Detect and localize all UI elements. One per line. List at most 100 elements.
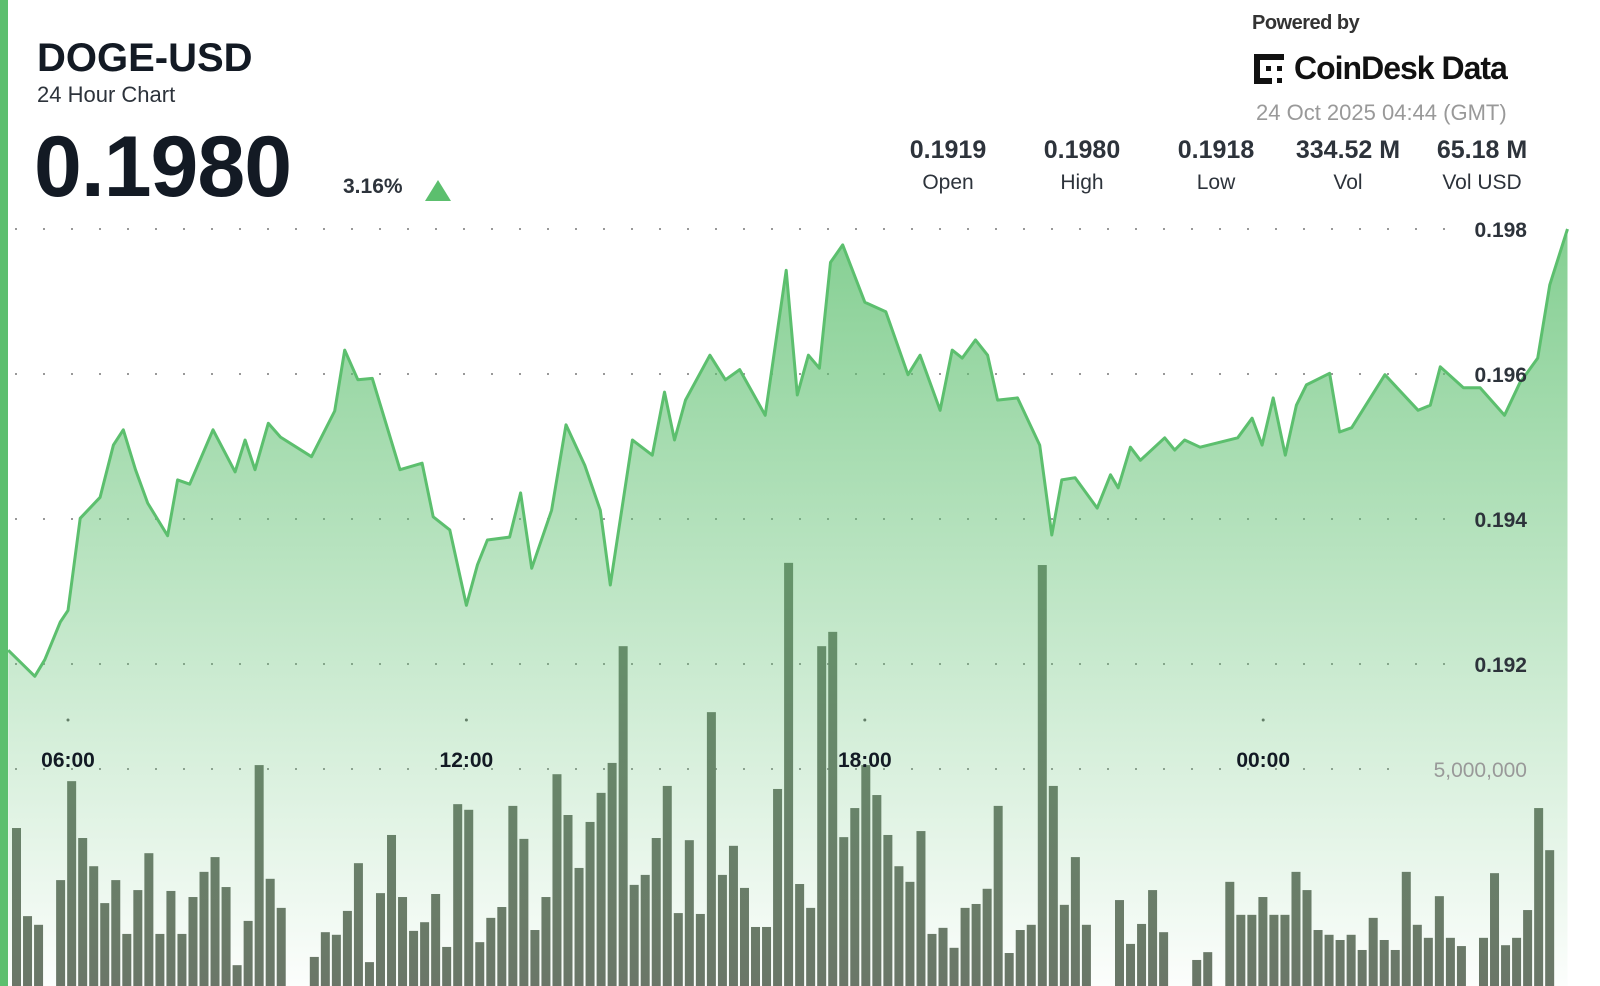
- volume-bar: [519, 838, 529, 986]
- time-tick-mark: [66, 718, 70, 722]
- coindesk-logo: CoinDesk Data: [1252, 50, 1508, 87]
- stat-label: Low: [1196, 171, 1236, 194]
- stat-low: 0.1918 Low: [1156, 136, 1276, 195]
- time-tick-label: 12:00: [440, 749, 494, 772]
- volume-bar: [497, 907, 507, 986]
- price-tick-label: 0.194: [1474, 509, 1527, 532]
- volume-bar: [1203, 952, 1213, 986]
- volume-bar: [828, 631, 838, 986]
- volume-bar: [850, 808, 860, 986]
- volume-bar: [927, 933, 937, 986]
- volume-bar: [1236, 914, 1246, 986]
- stat-value: 0.1980: [1043, 136, 1121, 164]
- volume-bar: [960, 907, 970, 986]
- volume-bar: [199, 871, 209, 986]
- current-price: 0.1980: [34, 119, 292, 215]
- volume-bar: [773, 788, 783, 986]
- time-tick-mark: [1261, 718, 1265, 722]
- ticker-title: DOGE-USD: [37, 36, 253, 80]
- volume-bar: [364, 962, 374, 986]
- volume-bar: [210, 857, 220, 986]
- volume-bar: [894, 866, 904, 986]
- stat-value: 334.52 M: [1295, 136, 1401, 164]
- volume-bar: [629, 884, 639, 986]
- stat-label: Open: [922, 171, 974, 194]
- coindesk-mark-icon: [1254, 53, 1284, 84]
- volume-bar: [1137, 923, 1147, 986]
- volume-bar: [596, 792, 606, 986]
- volume-bar: [166, 890, 176, 986]
- volume-bar: [982, 888, 992, 986]
- time-tick-label: 00:00: [1236, 749, 1290, 772]
- volume-bar: [1247, 914, 1257, 986]
- volume-bar: [706, 712, 716, 986]
- stat-value: 0.1919: [909, 136, 987, 164]
- stat-high: 0.1980 High: [1022, 136, 1142, 195]
- volume-bar: [387, 834, 397, 986]
- volume-bar: [662, 785, 672, 986]
- volume-bar: [1059, 904, 1069, 986]
- volume-bar: [1159, 932, 1169, 986]
- volume-bar: [1434, 896, 1444, 986]
- volume-bar: [320, 932, 330, 986]
- logo-text: CoinDesk Data: [1294, 50, 1508, 86]
- volume-bar: [78, 838, 88, 986]
- volume-bar: [1280, 914, 1290, 986]
- volume-bar: [375, 893, 385, 986]
- volume-bar: [177, 933, 187, 986]
- volume-bar: [861, 765, 871, 986]
- price-tick-label: 0.198: [1474, 219, 1527, 242]
- volume-bar: [1456, 946, 1466, 986]
- volume-bar: [1258, 897, 1268, 986]
- volume-bar: [795, 884, 805, 986]
- price-tick-label: 0.196: [1474, 364, 1527, 387]
- volume-bar: [1015, 930, 1025, 986]
- volume-bar: [1445, 937, 1455, 986]
- volume-bar: [453, 804, 463, 986]
- volume-bar: [67, 781, 77, 986]
- time-tick-label: 06:00: [41, 749, 95, 772]
- volume-bar: [398, 897, 408, 986]
- volume-bar: [89, 866, 99, 986]
- price-tick-label: 0.192: [1474, 654, 1527, 677]
- volume-bar: [541, 897, 551, 986]
- volume-bar: [1390, 949, 1400, 986]
- volume-bar: [1081, 924, 1091, 986]
- volume-bar: [762, 926, 772, 986]
- stat-label: Vol: [1333, 171, 1363, 194]
- volume-bar: [883, 834, 893, 986]
- volume-bar: [695, 913, 705, 986]
- volume-bar: [221, 887, 231, 986]
- volume-bar: [739, 887, 749, 986]
- volume-bar: [1126, 943, 1136, 986]
- volume-bar: [1037, 565, 1047, 986]
- volume-bar: [232, 965, 242, 986]
- volume-bar: [122, 933, 132, 986]
- volume-bar: [839, 837, 849, 986]
- time-tick-mark: [863, 718, 867, 722]
- volume-bar: [1523, 910, 1533, 986]
- volume-bar: [1512, 937, 1522, 986]
- volume-bar: [1534, 808, 1544, 986]
- stat-label: High: [1060, 171, 1104, 194]
- volume-bar: [971, 903, 981, 986]
- price-change: 3.16%: [343, 175, 403, 198]
- volume-bar: [806, 907, 816, 986]
- volume-bar: [56, 880, 66, 986]
- volume-bar: [1313, 930, 1323, 986]
- volume-bar: [1148, 890, 1158, 986]
- volume-bar: [309, 956, 319, 986]
- volume-bar: [420, 922, 430, 986]
- volume-bar: [23, 916, 33, 986]
- volume-bar: [442, 946, 452, 986]
- up-arrow-icon: [425, 180, 451, 201]
- volume-bar: [751, 926, 761, 986]
- volume-bar: [1291, 871, 1301, 986]
- volume-bar: [486, 917, 496, 986]
- volume-bar: [1225, 881, 1235, 986]
- volume-bar: [673, 913, 683, 986]
- accent-border: [0, 0, 8, 986]
- volume-bar: [12, 828, 21, 986]
- volume-bar: [1115, 900, 1124, 986]
- volume-bar: [464, 809, 474, 986]
